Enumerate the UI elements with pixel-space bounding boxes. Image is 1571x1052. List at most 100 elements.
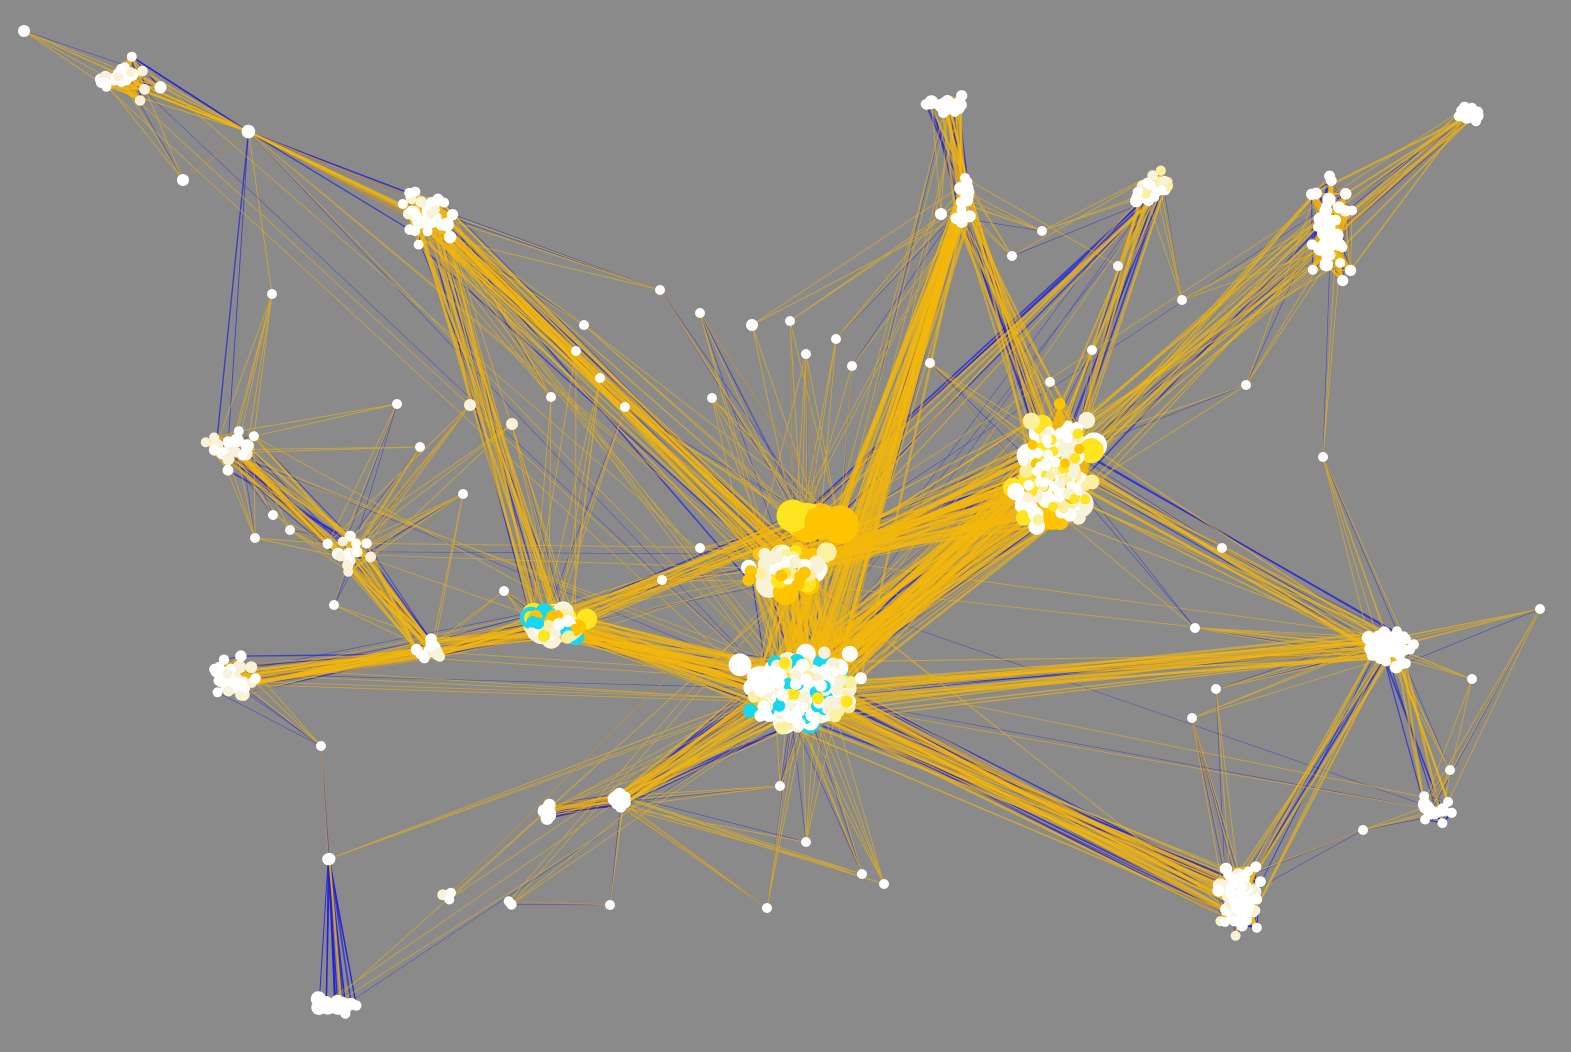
graph-node[interactable] <box>847 361 857 371</box>
graph-node[interactable] <box>1358 825 1368 835</box>
graph-node[interactable] <box>773 699 786 712</box>
graph-node[interactable] <box>789 678 802 690</box>
graph-node[interactable] <box>1446 807 1457 818</box>
graph-node[interactable] <box>1054 428 1065 439</box>
graph-node[interactable] <box>1243 866 1254 877</box>
graph-node[interactable] <box>1319 257 1334 272</box>
graph-node[interactable] <box>154 81 167 94</box>
graph-node[interactable] <box>351 1000 362 1011</box>
graph-node[interactable] <box>595 373 605 383</box>
graph-node[interactable] <box>1078 411 1096 429</box>
graph-node[interactable] <box>1045 377 1055 387</box>
graph-node[interactable] <box>361 538 372 549</box>
graph-node[interactable] <box>1235 871 1246 882</box>
graph-node[interactable] <box>810 559 825 574</box>
graph-node[interactable] <box>831 334 841 344</box>
graph-node[interactable] <box>222 668 233 679</box>
graph-node[interactable] <box>101 81 112 92</box>
graph-node[interactable] <box>1339 188 1352 200</box>
graph-node[interactable] <box>1420 814 1431 825</box>
graph-node[interactable] <box>1389 633 1400 644</box>
graph-node[interactable] <box>436 219 447 231</box>
graph-node[interactable] <box>267 289 277 299</box>
graph-node[interactable] <box>1080 443 1100 463</box>
graph-node[interactable] <box>1032 514 1044 526</box>
graph-node[interactable] <box>116 63 126 74</box>
graph-node[interactable] <box>422 226 433 237</box>
graph-node[interactable] <box>404 187 415 199</box>
graph-node[interactable] <box>426 197 437 207</box>
graph-node[interactable] <box>1443 796 1454 807</box>
graph-node[interactable] <box>1054 492 1065 503</box>
graph-node[interactable] <box>341 1002 352 1014</box>
graph-node[interactable] <box>1306 188 1317 200</box>
graph-node[interactable] <box>233 426 244 437</box>
graph-node[interactable] <box>789 556 802 569</box>
graph-node[interactable] <box>1038 477 1049 488</box>
graph-node[interactable] <box>222 453 235 466</box>
graph-node[interactable] <box>805 709 818 722</box>
graph-node[interactable] <box>329 600 339 610</box>
graph-node[interactable] <box>1187 713 1197 723</box>
graph-node[interactable] <box>526 615 539 628</box>
graph-node[interactable] <box>775 720 790 735</box>
graph-node[interactable] <box>1392 626 1402 637</box>
graph-node[interactable] <box>209 432 220 443</box>
graph-node[interactable] <box>1087 345 1097 355</box>
graph-node[interactable] <box>1223 869 1234 880</box>
graph-node[interactable] <box>801 837 811 847</box>
graph-node[interactable] <box>1236 882 1247 893</box>
graph-node[interactable] <box>464 399 476 411</box>
graph-node[interactable] <box>616 794 627 804</box>
graph-node[interactable] <box>134 95 146 106</box>
graph-node[interactable] <box>1037 226 1047 236</box>
graph-node[interactable] <box>831 684 844 696</box>
graph-node[interactable] <box>351 538 362 549</box>
graph-node[interactable] <box>571 346 581 356</box>
graph-node[interactable] <box>1400 658 1411 669</box>
graph-node[interactable] <box>1041 461 1052 471</box>
graph-node[interactable] <box>285 525 295 535</box>
graph-node[interactable] <box>798 691 811 704</box>
graph-node[interactable] <box>229 675 239 686</box>
graph-node[interactable] <box>1041 434 1053 446</box>
graph-node[interactable] <box>425 641 436 652</box>
graph-node[interactable] <box>323 852 336 865</box>
graph-node[interactable] <box>854 672 867 685</box>
graph-node[interactable] <box>506 418 518 430</box>
graph-node[interactable] <box>1306 239 1318 250</box>
graph-node[interactable] <box>1404 644 1416 655</box>
graph-node[interactable] <box>218 654 230 665</box>
graph-node[interactable] <box>223 685 234 697</box>
graph-node[interactable] <box>1437 818 1448 829</box>
graph-node[interactable] <box>794 570 807 584</box>
graph-node[interactable] <box>1535 604 1545 614</box>
graph-node[interactable] <box>250 673 261 684</box>
graph-node[interactable] <box>268 510 278 520</box>
graph-node[interactable] <box>1056 478 1067 488</box>
graph-node[interactable] <box>1255 876 1266 887</box>
graph-node[interactable] <box>925 99 936 110</box>
graph-node[interactable] <box>758 700 770 713</box>
graph-node[interactable] <box>1147 170 1158 181</box>
graph-node[interactable] <box>1177 295 1187 305</box>
graph-node[interactable] <box>819 664 831 677</box>
graph-node[interactable] <box>1239 894 1250 905</box>
graph-node[interactable] <box>413 239 424 250</box>
graph-node[interactable] <box>742 574 755 586</box>
graph-node[interactable] <box>1307 264 1318 275</box>
graph-node[interactable] <box>765 553 778 565</box>
graph-node[interactable] <box>620 402 630 412</box>
graph-node[interactable] <box>343 566 354 577</box>
graph-node[interactable] <box>1335 257 1346 268</box>
graph-node[interactable] <box>1319 208 1330 220</box>
graph-node[interactable] <box>1069 453 1081 464</box>
graph-node[interactable] <box>728 653 752 677</box>
graph-node[interactable] <box>126 67 136 78</box>
graph-node[interactable] <box>1347 205 1358 216</box>
graph-node[interactable] <box>432 647 443 658</box>
graph-node[interactable] <box>1344 264 1357 277</box>
graph-node[interactable] <box>1419 791 1430 802</box>
graph-node[interactable] <box>446 209 459 221</box>
